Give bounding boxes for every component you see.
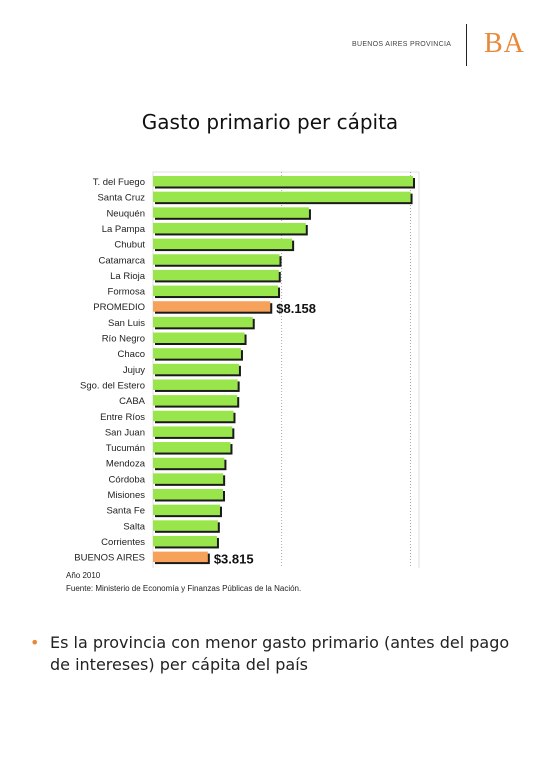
category-label: Chubut	[114, 240, 145, 251]
bar	[153, 332, 245, 343]
bar-chart: T. del Fuego Santa Cruz Neuquén La Pampa Chu…	[74, 171, 420, 568]
category-label: Sgo. del Estero	[80, 380, 145, 391]
category-label: T. del Fuego	[93, 177, 145, 188]
province-label: BUENOS AIRES PROVINCIA	[352, 41, 452, 48]
value-label: $3.815	[214, 552, 254, 567]
bar	[153, 551, 208, 563]
bar	[153, 363, 239, 375]
bar	[153, 301, 271, 312]
category-label: PROMEDIO	[93, 302, 145, 313]
bar	[153, 504, 220, 516]
category-label: Chaco	[118, 349, 145, 360]
bar	[153, 473, 224, 484]
category-label: La Pampa	[102, 224, 146, 235]
bar	[153, 410, 234, 422]
value-label: $8.158	[276, 301, 316, 316]
category-label: Santa Fe	[106, 506, 145, 517]
category-label: Córdoba	[109, 474, 146, 485]
category-label: Neuquén	[106, 208, 145, 219]
category-label: Jujuy	[123, 365, 145, 376]
bar	[153, 285, 279, 297]
bullet-text: Es la provincia con menor gasto primario…	[50, 633, 510, 674]
category-label: Misiones	[108, 490, 146, 501]
bullet-dot-icon: •	[30, 633, 40, 652]
category-label: Santa Cruz	[97, 193, 145, 204]
bar	[153, 520, 218, 531]
bar	[153, 489, 223, 500]
bar	[153, 535, 217, 547]
category-label: Mendoza	[106, 459, 146, 470]
category-label: Salta	[123, 521, 145, 532]
category-label: San Luis	[108, 318, 145, 329]
bar	[153, 379, 238, 390]
category-label: Catamarca	[99, 255, 146, 266]
header-divider	[466, 24, 467, 66]
bar	[153, 176, 413, 187]
category-label: Tucumán	[106, 443, 145, 454]
bar	[153, 269, 279, 281]
category-label: Corrientes	[101, 537, 145, 548]
bar	[153, 457, 225, 469]
bar	[153, 316, 253, 328]
category-label: Entre Ríos	[100, 412, 145, 423]
header: BUENOS AIRES PROVINCIA BA	[0, 20, 540, 70]
bar	[153, 395, 238, 406]
chart-title: Gasto primario per cápita	[141, 110, 399, 134]
bar	[153, 222, 306, 234]
category-label: San Juan	[105, 427, 145, 438]
category-label: La Rioja	[110, 271, 146, 282]
year-note: Año 2010	[66, 571, 101, 580]
source-note: Fuente: Ministerio de Economía y Finanza…	[66, 584, 302, 593]
category-label: Formosa	[108, 287, 146, 298]
bar	[153, 426, 233, 437]
bar	[153, 207, 309, 218]
bar	[153, 238, 293, 250]
bar	[153, 348, 241, 359]
bar	[153, 191, 411, 203]
category-label: BUENOS AIRES	[74, 553, 145, 564]
ba-logo: BA	[484, 28, 525, 59]
bar	[153, 254, 280, 265]
bar	[153, 442, 231, 453]
category-label: CABA	[119, 396, 146, 407]
category-label: Río Negro	[102, 334, 145, 345]
